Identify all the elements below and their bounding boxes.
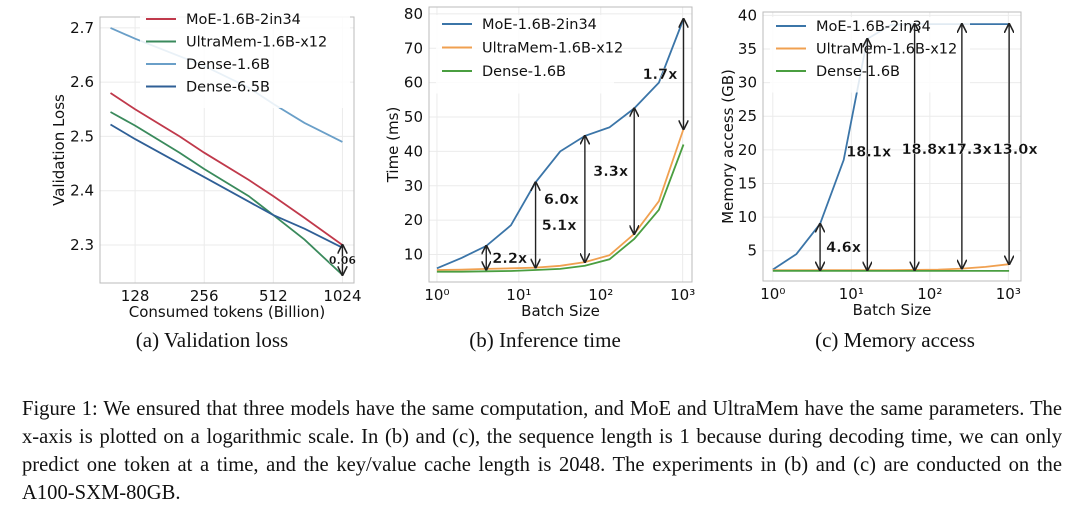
ratio-label: 6.0x [544, 192, 580, 208]
x-tick-label: 10³ [670, 286, 695, 304]
y-tick-label: 35 [738, 40, 757, 58]
chart-panel-0: 128 256 512 1024 2.3 2.4 2.5 2.6 2.7 Consumed tok… [50, 10, 362, 320]
y-axis-label: Memory access (GB) [719, 69, 737, 224]
y-tick-label: 30 [738, 74, 757, 92]
ratio-label: 18.8x [901, 142, 947, 158]
legend-label: Dense-1.6B [482, 64, 566, 80]
x-tick-label: 10⁰ [760, 285, 785, 303]
ratio-label: 18.1x [846, 145, 892, 161]
x-tick-label: 1024 [323, 287, 361, 305]
x-tick-label: 10² [917, 285, 942, 303]
y-tick-label: 20 [404, 211, 423, 229]
figure-caption: Figure 1: We ensured that three models h… [22, 398, 1062, 504]
x-tick-label: 512 [259, 287, 288, 305]
chart-panel-1: 10⁰ 10¹ 10² 10³ 10 20 30 40 50 60 70 80 Batch Size Ti… [384, 5, 695, 320]
y-tick-label: 10 [738, 208, 757, 226]
legend-label: UltraMem-1.6B-x12 [482, 41, 623, 57]
y-tick-label: 40 [738, 6, 757, 24]
x-tick-label: 10² [588, 286, 613, 304]
x-tick-label: 10³ [996, 285, 1021, 303]
series-line-ultramem-1-6b-x12 [436, 128, 685, 271]
legend-label: MoE-1.6B-2in34 [186, 12, 301, 28]
y-axis-label: Time (ms) [384, 107, 402, 184]
ratio-label: 5.1x [542, 218, 578, 234]
x-axis-label: Batch Size [521, 302, 600, 320]
series-line-dense-1-6b [436, 144, 685, 273]
y-tick-label: 2.6 [70, 73, 94, 91]
y-tick-label: 40 [404, 142, 423, 160]
x-axis-label: Consumed tokens (Billion) [129, 303, 326, 320]
series-line-ultramem-1-6b-x12 [110, 111, 344, 276]
x-tick-label: 256 [190, 287, 219, 305]
y-axis-label: Validation Loss [50, 94, 68, 206]
x-tick-label: 10¹ [839, 285, 864, 303]
legend-label: Dense-1.6B [186, 57, 270, 73]
series-line-dense-6-5b [110, 123, 343, 249]
ratio-label: 0.06 [329, 254, 356, 267]
legend-label: MoE-1.6B-2in34 [816, 19, 931, 35]
ratio-label: 4.6x [826, 240, 862, 256]
y-tick-label: 60 [404, 74, 423, 92]
legend-box [140, 10, 350, 108]
y-tick-label: 2.5 [70, 127, 94, 145]
y-tick-label: 15 [738, 174, 757, 192]
figure-panels: 128 256 512 1024 2.3 2.4 2.5 2.6 2.7 Consumed tok… [50, 5, 1038, 320]
ratio-label: 13.0x [993, 142, 1039, 158]
y-tick-label: 30 [404, 177, 423, 195]
y-tick-label: 2.7 [70, 19, 94, 37]
y-tick-label: 50 [404, 108, 423, 126]
series-line-moe-1-6b-2in34 [436, 18, 685, 270]
x-axis-label: Batch Size [853, 301, 932, 319]
y-tick-label: 5 [747, 242, 757, 260]
y-tick-label: 80 [404, 5, 423, 23]
subcaption-b: (b) Inference time [469, 328, 621, 352]
plot-frame [762, 11, 1022, 282]
legend-label: UltraMem-1.6B-x12 [186, 35, 327, 51]
y-tick-label: 2.3 [70, 236, 94, 254]
legend-label: UltraMem-1.6B-x12 [816, 42, 957, 58]
series-line-moe-1-6b-2in34 [110, 92, 343, 246]
ratio-label: 3.3x [593, 164, 629, 180]
subcaption-c: (c) Memory access [815, 328, 975, 352]
y-tick-label: 10 [404, 246, 423, 264]
y-tick-label: 70 [404, 39, 423, 57]
y-tick-label: 2.4 [70, 182, 94, 200]
legend-box [436, 15, 614, 94]
ratio-label: 17.3x [947, 142, 993, 158]
x-tick-label: 128 [121, 287, 150, 305]
chart-panel-2: 10⁰ 10¹ 10² 10³ 5 10 15 20 25 30 35 40 Batch Size Mem… [719, 6, 1038, 319]
legend-label: Dense-6.5B [186, 80, 270, 96]
y-tick-label: 25 [738, 107, 757, 125]
subcaption-a: (a) Validation loss [135, 328, 289, 352]
legend-label: Dense-1.6B [816, 64, 900, 80]
ratio-label: 2.2x [492, 251, 528, 267]
ratio-label: 1.7x [642, 67, 678, 83]
legend-label: MoE-1.6B-2in34 [482, 17, 597, 33]
x-tick-label: 10⁰ [424, 286, 449, 304]
y-tick-label: 20 [738, 141, 757, 159]
plot-frame [428, 6, 693, 283]
x-tick-label: 10¹ [506, 286, 531, 304]
series-line-ultramem-1-6b-x12 [772, 263, 1010, 272]
